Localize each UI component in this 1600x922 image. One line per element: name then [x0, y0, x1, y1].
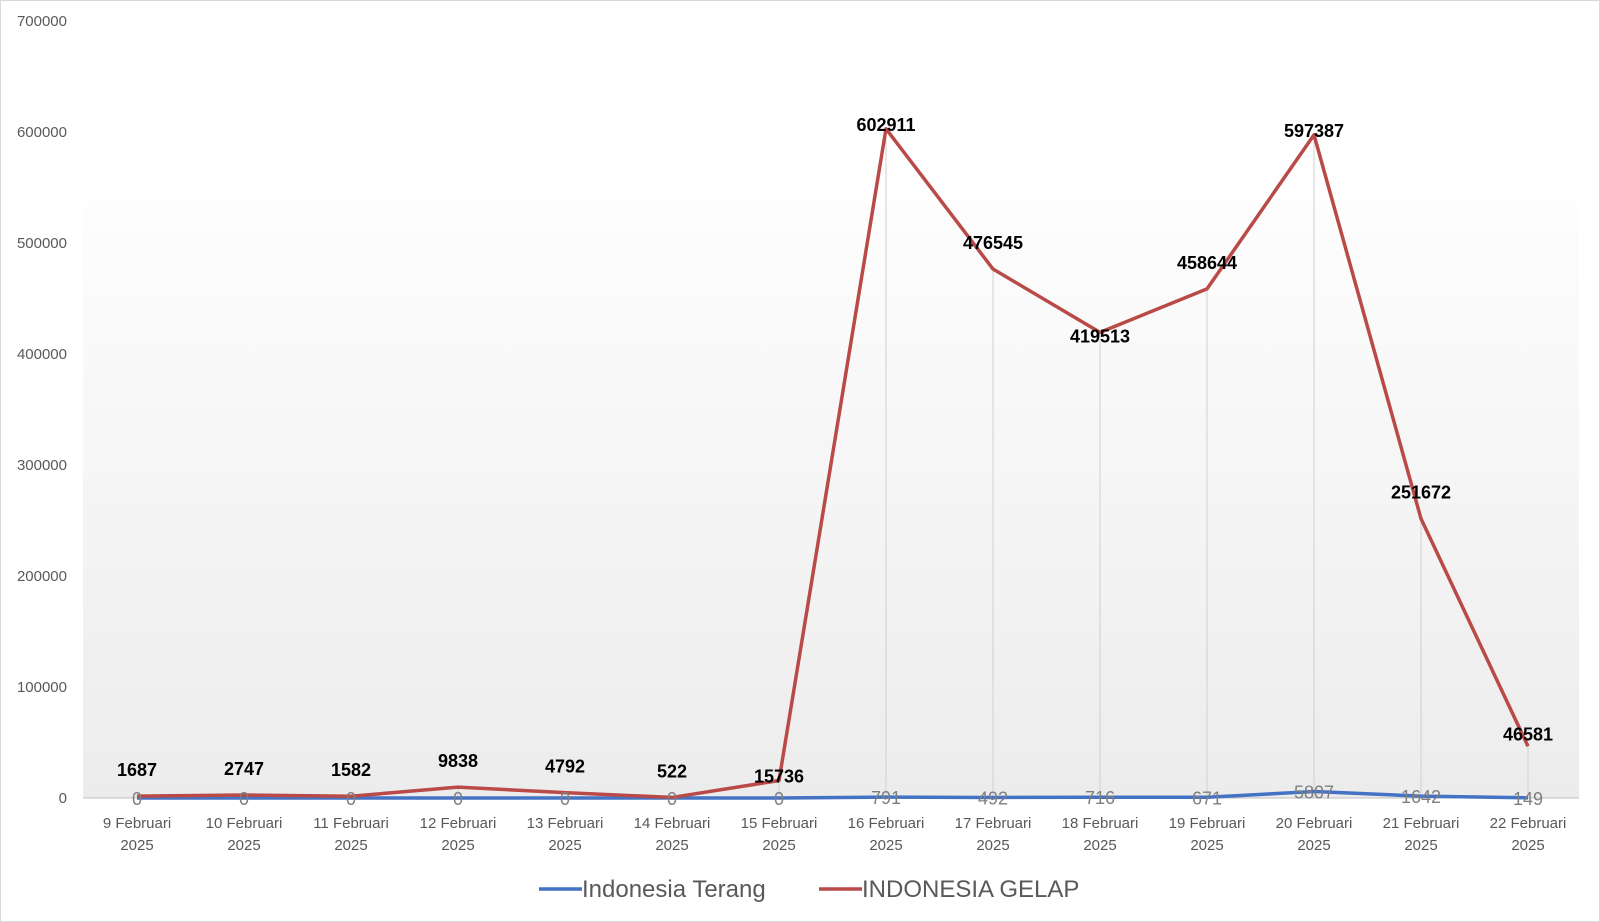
series-line-indonesia-terang	[137, 789, 1529, 800]
data-label-indonesia-terang: 0	[774, 789, 784, 809]
data-label-indonesia-terang: 0	[453, 789, 463, 809]
data-label-indonesia-terang: 0	[239, 789, 249, 809]
y-tick-label: 600000	[17, 124, 67, 141]
x-tick-label: 15 Februari 2025	[741, 815, 818, 854]
legend: Indonesia Terang INDONESIA GELAP	[539, 876, 1079, 903]
y-tick-label: 0	[59, 790, 67, 807]
data-label-indonesia-terang: 671	[1192, 788, 1222, 808]
data-label-indonesia-gelap: 602911	[856, 115, 915, 135]
x-tick-label: 13 Februari 2025	[527, 815, 604, 854]
drop-lines	[136, 128, 1529, 798]
data-label-indonesia-gelap: 15736	[754, 767, 804, 787]
data-label-indonesia-terang: 0	[132, 789, 142, 809]
data-label-indonesia-terang: 5807	[1294, 783, 1334, 803]
x-tick-label: 19 Februari 2025	[1169, 815, 1246, 854]
data-label-indonesia-gelap: 419513	[1070, 326, 1130, 346]
y-tick-label: 200000	[17, 568, 67, 585]
data-label-indonesia-terang: 0	[667, 789, 677, 809]
x-tick-label: 20 Februari 2025	[1276, 815, 1353, 854]
data-label-indonesia-gelap: 46581	[1503, 724, 1553, 744]
y-tick-label: 400000	[17, 346, 67, 363]
data-label-indonesia-terang: 791	[871, 788, 901, 808]
data-label-indonesia-gelap: 4792	[545, 757, 585, 777]
x-tick-label: 14 Februari 2025	[634, 815, 711, 854]
x-tick-label: 17 Februari 2025	[955, 815, 1032, 854]
data-label-indonesia-gelap: 2747	[224, 759, 264, 779]
x-tick-label: 22 Februari 2025	[1490, 815, 1567, 854]
legend-indonesia-gelap-label: INDONESIA GELAP	[862, 876, 1079, 903]
axes: 0 100000 200000 300000 400000 500000 600000 700…	[17, 13, 1579, 854]
x-tick-label: 10 Februari 2025	[206, 815, 283, 854]
data-label-indonesia-gelap: 9838	[438, 751, 478, 771]
x-tick-label: 11 Februari 2025	[313, 815, 389, 854]
data-label-indonesia-gelap: 458644	[1177, 253, 1237, 273]
y-tick-label: 700000	[17, 13, 67, 30]
data-label-indonesia-terang: 149	[1513, 789, 1543, 809]
legend-indonesia-terang-label: Indonesia Terang	[582, 876, 766, 903]
y-tick-label: 500000	[17, 235, 67, 252]
series	[136, 127, 1530, 800]
x-tick-label: 9 Februari 2025	[103, 815, 171, 854]
data-label-indonesia-gelap: 251672	[1391, 483, 1451, 503]
data-label-indonesia-gelap: 1582	[331, 760, 371, 780]
data-label-indonesia-gelap: 476545	[963, 233, 1023, 253]
y-tick-label: 100000	[17, 679, 67, 696]
data-label-indonesia-terang: 0	[346, 789, 356, 809]
data-label-indonesia-terang: 0	[560, 789, 570, 809]
data-label-indonesia-gelap: 522	[657, 761, 687, 781]
x-tick-label: 21 Februari 2025	[1383, 815, 1460, 854]
data-label-indonesia-gelap: 597387	[1284, 121, 1344, 141]
x-tick-label: 12 Februari 2025	[420, 815, 497, 854]
data-label-indonesia-terang: 1642	[1401, 787, 1441, 807]
data-label-indonesia-terang: 716	[1085, 788, 1115, 808]
y-tick-label: 300000	[17, 457, 67, 474]
x-tick-label: 18 Februari 2025	[1062, 815, 1139, 854]
series-line-indonesia-gelap	[136, 127, 1530, 800]
x-tick-label: 16 Februari 2025	[848, 815, 925, 854]
data-label-indonesia-gelap: 1687	[117, 760, 157, 780]
data-labels: 0 0 0 0 0 0 0 791 492 716 671 5807 1642 149 1687 2747 15…	[117, 115, 1553, 809]
data-label-indonesia-terang: 492	[978, 788, 1008, 808]
